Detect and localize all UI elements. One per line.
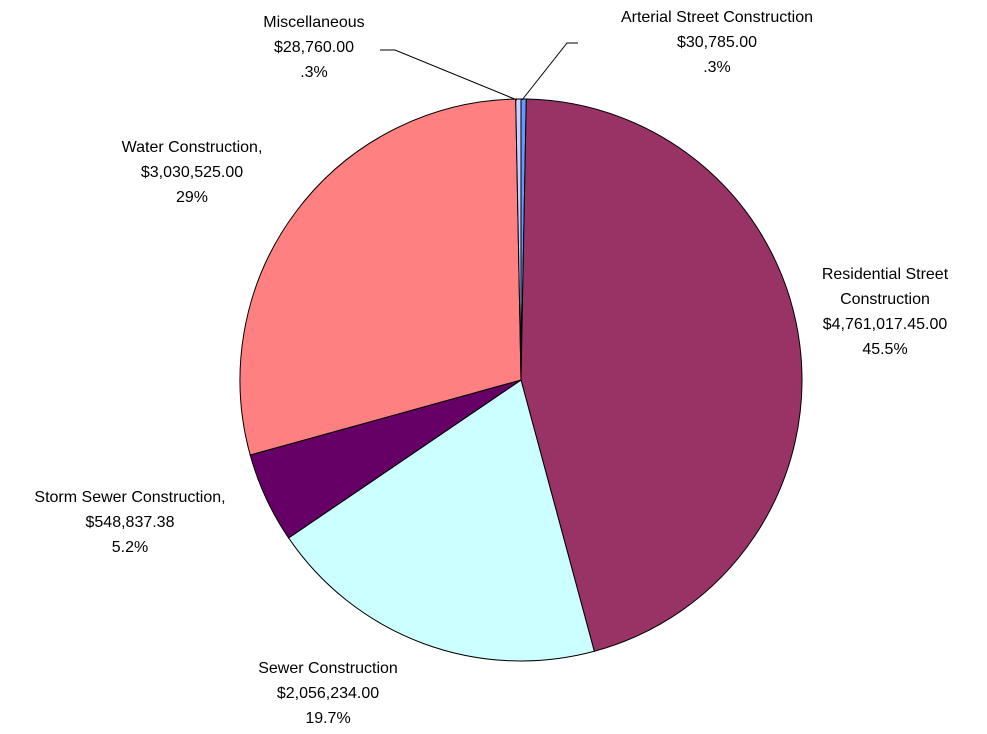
slice-label: Residential Street Construction $4,761,01… xyxy=(800,262,970,362)
leader-line xyxy=(521,42,578,101)
slice-percent: .3% xyxy=(300,64,328,81)
pie-slice xyxy=(520,98,803,652)
pie-slice xyxy=(239,98,522,456)
slice-amount: $30,785.00 xyxy=(676,34,758,51)
slice-label: Water Construction, $3,030,525.00 29% xyxy=(72,135,312,210)
slice-amount: $2,056,234.00 xyxy=(276,685,380,702)
slice-name: Sewer Construction xyxy=(258,660,398,677)
slice-percent: 45.5% xyxy=(862,341,908,358)
slice-label: Storm Sewer Construction, $548,837.38 5.2% xyxy=(0,485,265,560)
slice-percent: .3% xyxy=(703,59,731,76)
slice-label: Miscellaneous $28,760.00 .3% xyxy=(214,10,414,85)
slice-amount: $3,030,525.00 xyxy=(140,164,244,181)
slice-label: Arterial Street Construction $30,785.00 .3… xyxy=(567,5,867,80)
slice-percent: 29% xyxy=(175,189,209,206)
slice-name: Arterial Street Construction xyxy=(620,9,814,26)
leader-line xyxy=(380,49,518,101)
slice-label: Sewer Construction $2,056,234.00 19.7% xyxy=(198,656,458,731)
slice-percent: 19.7% xyxy=(305,710,351,727)
slice-amount: $28,760.00 xyxy=(273,39,355,56)
slice-amount: $4,761,017.45.00 xyxy=(822,316,948,333)
slice-name: Residential Street Construction xyxy=(821,266,949,308)
slice-name: Water Construction, xyxy=(121,139,263,156)
pie-slice xyxy=(287,379,595,662)
slice-name: Storm Sewer Construction, xyxy=(34,489,226,506)
slice-percent: 5.2% xyxy=(111,539,149,556)
slice-amount: $548,837.38 xyxy=(85,514,175,531)
slice-name: Miscellaneous xyxy=(263,14,365,31)
